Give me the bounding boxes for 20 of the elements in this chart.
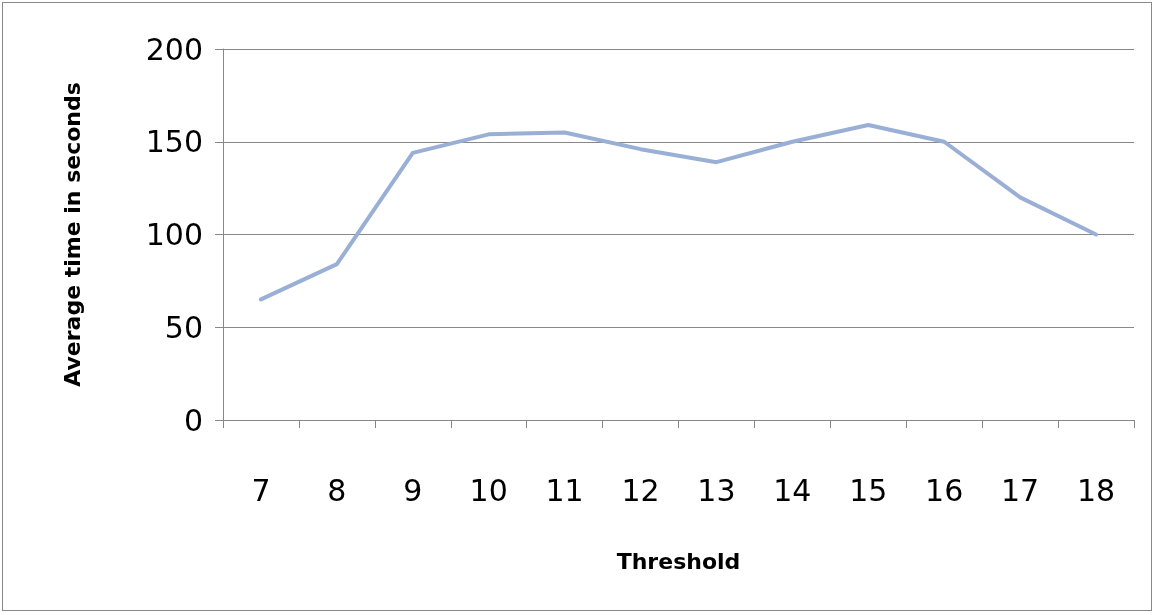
x-tick-label: 16 <box>925 472 964 508</box>
y-tick-label: 0 <box>183 402 203 438</box>
y-axis-title: Average time in seconds <box>59 82 85 387</box>
y-tick-label: 200 <box>145 31 203 67</box>
x-tick-label: 13 <box>697 472 736 508</box>
x-tick-label: 11 <box>545 472 584 508</box>
x-tick-label: 7 <box>251 472 271 508</box>
x-tick-label: 18 <box>1076 472 1116 508</box>
x-tick-label: 10 <box>469 472 508 508</box>
x-tick-label: 15 <box>849 472 888 508</box>
x-tick-label: 12 <box>621 472 660 508</box>
x-tick-label: 14 <box>773 472 812 508</box>
x-tick-label: 9 <box>403 472 423 508</box>
line-series <box>258 123 1099 302</box>
x-tick-label: 8 <box>327 472 347 508</box>
x-axis-title: Threshold <box>616 548 741 574</box>
y-tick-label: 50 <box>164 309 203 345</box>
x-tick-label: 17 <box>1001 472 1040 508</box>
y-tick-label: 100 <box>145 217 203 252</box>
y-tick-label: 150 <box>145 124 203 160</box>
